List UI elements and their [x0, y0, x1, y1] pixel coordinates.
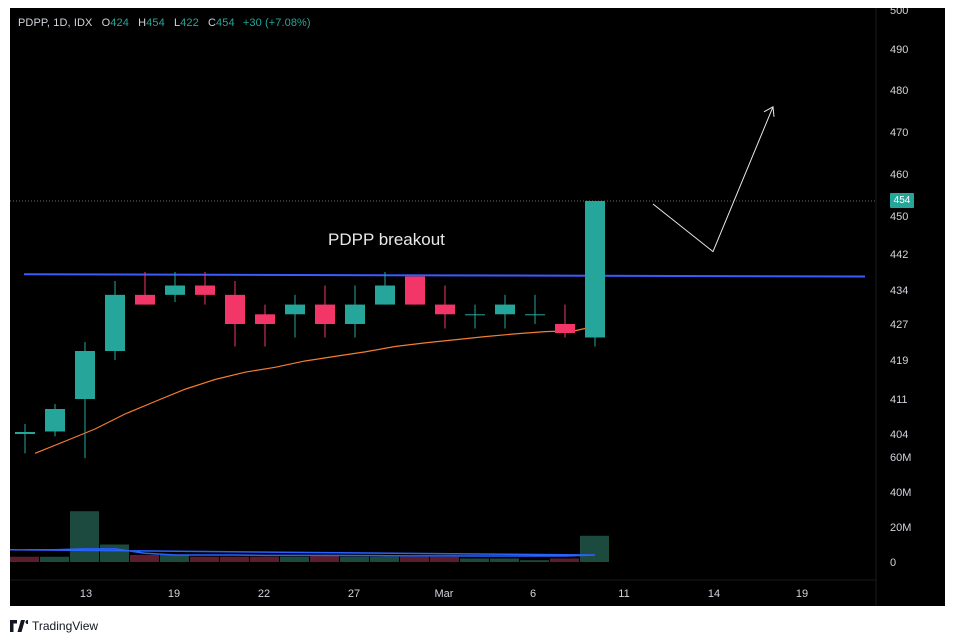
candle-body [285, 304, 305, 315]
candle-body [525, 314, 545, 316]
volume-bar [160, 555, 189, 562]
time-tick-label: 6 [530, 588, 536, 600]
volume-bar [10, 556, 39, 562]
close-label: C [207, 17, 217, 29]
volume-bar [70, 511, 99, 562]
moving-average-line [34, 323, 606, 454]
chart-frame[interactable]: 500 490 480 470 460 450 442 434 427 419 411 404 60M 4… [10, 8, 945, 606]
volume-tick-label: 40M [890, 487, 911, 499]
price-tick-label: 442 [890, 249, 908, 261]
high-label: H [138, 17, 147, 29]
price-tick-label: 500 [890, 8, 908, 17]
volume-bar [190, 556, 219, 562]
open-value: 424 [110, 17, 129, 29]
volume-bar [340, 556, 369, 562]
time-tick-label: 27 [348, 588, 360, 600]
current-price-tag: 454 [890, 193, 914, 208]
candle-body [435, 304, 455, 315]
time-tick-label: 11 [618, 588, 629, 600]
low-label: L [173, 17, 181, 29]
volume-bar [310, 555, 339, 562]
candle-body [495, 304, 515, 315]
volume-bar [520, 560, 549, 562]
candle-body [195, 285, 215, 295]
candle-body [165, 285, 185, 295]
volume-bar [460, 558, 489, 562]
candle-body [15, 432, 35, 434]
volume-bar [250, 556, 279, 562]
candle-body [375, 285, 395, 305]
volume-bar [580, 535, 609, 562]
volume-bar [430, 556, 459, 562]
candle-body [555, 324, 575, 333]
candle-body [405, 276, 425, 305]
volume-tick-label: 20M [890, 522, 911, 534]
volume-bar [400, 556, 429, 562]
time-tick-label: Mar [435, 588, 454, 600]
candle-body [105, 294, 125, 351]
time-tick-label: 14 [708, 588, 720, 600]
price-tick-label: 427 [890, 319, 908, 331]
price-tick-label: 404 [890, 429, 908, 441]
chart-canvas[interactable]: 500 490 480 470 460 450 442 434 427 419 411 404 60M 4… [10, 8, 945, 606]
candle-body [255, 314, 275, 324]
symbol-line: PDPP, 1D, IDX [18, 17, 93, 29]
volume-bar [40, 556, 69, 562]
low-value: 422 [180, 17, 199, 29]
price-tick-label: 434 [890, 285, 908, 297]
time-tick-label: 19 [168, 588, 180, 600]
candle-body [465, 314, 485, 316]
projection-path [652, 106, 774, 253]
price-tick-label: 411 [890, 394, 908, 406]
price-tick-label: 419 [890, 355, 908, 367]
annotation-text: PDPP breakout [328, 230, 445, 249]
resistance-trend-line [23, 273, 866, 278]
volume-ma-line [10, 548, 596, 557]
volume-bar [220, 556, 249, 562]
time-tick-label: 22 [258, 588, 270, 600]
tradingview-logo-icon [10, 620, 28, 632]
candle-body [75, 351, 95, 399]
volume-bar [280, 556, 309, 562]
volume-tick-label: 60M [890, 452, 911, 464]
volume-bar [130, 555, 159, 562]
tradingview-brand[interactable]: TradingView [10, 619, 98, 633]
volume-bar [100, 544, 129, 562]
open-label: O [101, 17, 111, 29]
price-tick-label: 470 [890, 127, 908, 139]
volume-bar [370, 556, 399, 562]
candle-body [45, 409, 65, 432]
time-tick-label: 13 [80, 588, 92, 600]
candle-body [315, 304, 335, 324]
change-value: +30 (+7.08%) [242, 17, 311, 29]
price-tick-label: 480 [890, 85, 908, 97]
candle-body [135, 294, 155, 305]
price-tick-label: 490 [890, 44, 908, 56]
candle-body [585, 201, 605, 338]
volume-tick-label: 0 [890, 557, 896, 569]
time-tick-label: 19 [796, 588, 808, 600]
price-tick-label: 460 [890, 169, 908, 181]
price-tick-label: 450 [890, 211, 908, 223]
high-value: 454 [146, 17, 165, 29]
projection-arrowhead [763, 105, 775, 117]
candle-body [225, 294, 245, 324]
symbol-header: PDPP, 1D, IDX O424 H454 L422 C454 +30 (+… [18, 17, 311, 29]
candle-body [345, 304, 365, 324]
close-value: 454 [216, 17, 235, 29]
volume-bar [550, 558, 579, 562]
brand-name: TradingView [32, 619, 99, 633]
volume-bar [490, 558, 519, 562]
